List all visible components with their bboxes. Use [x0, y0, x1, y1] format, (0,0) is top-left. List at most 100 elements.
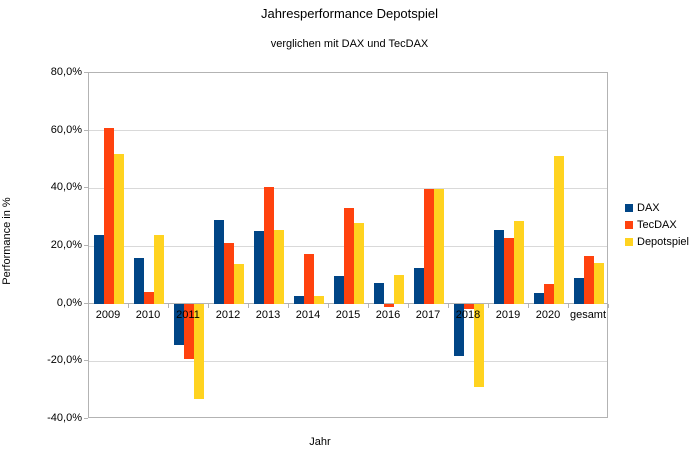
x-tick-label-2009: 2009	[95, 308, 121, 321]
x-tick-mark	[488, 303, 489, 308]
x-tick-mark	[368, 303, 369, 308]
bar-depotspiel-2016	[394, 274, 405, 304]
bar-depotspiel-2012	[234, 264, 245, 304]
x-axis-title: Jahr	[309, 436, 331, 448]
legend-label: TecDAX	[637, 218, 677, 231]
legend-swatch-icon	[625, 237, 633, 246]
bar-tecdax-2017	[423, 189, 435, 304]
legend-swatch-icon	[625, 220, 633, 229]
y-tick-mark	[84, 245, 88, 246]
x-tick-label-2018: 2018	[455, 308, 481, 321]
x-tick-label-2015: 2015	[335, 308, 361, 321]
plot-area	[88, 72, 608, 418]
bar-tecdax-2020	[543, 284, 555, 304]
bar-depotspiel-2020	[554, 156, 565, 304]
bar-dax-2010	[133, 257, 144, 304]
y-tick-label: 0,0%	[56, 296, 82, 309]
bar-tecdax-2011	[183, 303, 195, 360]
y-axis-title: Performance in %	[1, 197, 13, 285]
y-tick-label: 40,0%	[50, 181, 82, 194]
x-tick-mark	[408, 303, 409, 308]
y-tick-label: 20,0%	[50, 239, 82, 251]
y-tick-label: 60,0%	[50, 123, 82, 136]
bar-dax-2014	[293, 296, 304, 304]
x-tick-label-2014: 2014	[295, 308, 321, 321]
x-tick-mark	[288, 303, 289, 308]
bar-depotspiel-2011	[194, 303, 205, 400]
x-tick-mark	[128, 303, 129, 308]
legend-item-dax: DAX	[625, 201, 689, 214]
bar-depotspiel-2018	[474, 303, 485, 387]
bar-dax-2015	[333, 276, 344, 304]
x-tick-label-2019: 2019	[495, 308, 521, 321]
bar-tecdax-2013	[263, 186, 275, 304]
bar-dax-2012	[213, 219, 224, 304]
bar-depotspiel-2013	[274, 229, 285, 304]
bar-dax-2009	[93, 235, 104, 304]
x-tick-mark	[528, 303, 529, 308]
legend-label: DAX	[637, 201, 660, 214]
x-tick-label-gesamt: gesamt	[569, 308, 607, 321]
bar-tecdax-2016	[383, 303, 395, 307]
x-tick-mark	[608, 303, 609, 308]
bar-tecdax-2019	[503, 237, 515, 304]
x-tick-label-2013: 2013	[255, 308, 281, 321]
bar-dax-2020	[533, 292, 544, 304]
bar-dax-2016	[373, 283, 384, 304]
legend-item-depotspiel: Depotspiel	[625, 235, 689, 248]
x-tick-mark	[208, 303, 209, 308]
x-tick-mark	[328, 303, 329, 308]
y-tick-mark	[84, 360, 88, 362]
legend: DAX TecDAX Depotspiel	[625, 201, 689, 252]
y-tick-mark	[84, 187, 88, 189]
x-tick-mark	[448, 303, 449, 308]
bar-tecdax-2012	[223, 243, 235, 304]
x-tick-mark	[248, 303, 249, 308]
x-tick-mark	[88, 303, 89, 308]
x-tick-label-2016: 2016	[375, 308, 401, 321]
chart-subtitle: verglichen mit DAX und TecDAX	[270, 38, 429, 50]
x-tick-mark	[568, 303, 569, 308]
y-tick-mark	[84, 72, 88, 73]
bar-tecdax-2018	[463, 303, 475, 310]
x-tick-mark	[168, 303, 169, 308]
bar-tecdax-2015	[343, 207, 355, 304]
bar-depotspiel-2015	[354, 222, 365, 304]
x-axis-zero-line	[89, 303, 607, 305]
bar-depotspiel-gesamt	[594, 263, 605, 304]
bar-tecdax-2014	[303, 253, 315, 304]
y-tick-mark	[84, 129, 88, 131]
gridline	[89, 187, 607, 189]
x-tick-label-2010: 2010	[135, 308, 161, 321]
legend-swatch-icon	[625, 203, 633, 212]
y-tick-label: -20,0%	[47, 354, 82, 367]
bar-dax-2017	[413, 267, 424, 304]
bar-depotspiel-2017	[434, 188, 445, 304]
x-tick-label-2017: 2017	[415, 308, 441, 321]
chart-title: Jahresperformance Depotspiel	[260, 6, 439, 21]
bar-tecdax-gesamt	[583, 256, 595, 304]
y-tick-label: 80,0%	[50, 66, 82, 78]
bar-dax-gesamt	[573, 278, 584, 304]
bar-depotspiel-2014	[314, 295, 325, 304]
bar-tecdax-2009	[103, 128, 115, 304]
x-tick-label-2020: 2020	[535, 308, 561, 321]
y-tick-mark	[84, 418, 88, 419]
legend-item-tecdax: TecDAX	[625, 218, 689, 231]
legend-label: Depotspiel	[637, 235, 689, 248]
x-tick-label-2012: 2012	[215, 308, 241, 321]
bar-dax-2011	[173, 303, 184, 346]
x-tick-label-2011: 2011	[176, 308, 200, 321]
bar-dax-2013	[253, 230, 264, 304]
gridline	[89, 130, 607, 132]
bar-dax-2018	[453, 303, 464, 357]
y-tick-mark	[84, 302, 88, 304]
gridline	[89, 360, 607, 362]
bar-depotspiel-2010	[154, 234, 165, 304]
y-tick-label: -40,0%	[47, 412, 82, 424]
bar-depotspiel-2019	[514, 221, 525, 304]
bar-tecdax-2010	[143, 292, 155, 304]
bar-depotspiel-2009	[114, 153, 125, 304]
bar-dax-2019	[493, 230, 504, 304]
